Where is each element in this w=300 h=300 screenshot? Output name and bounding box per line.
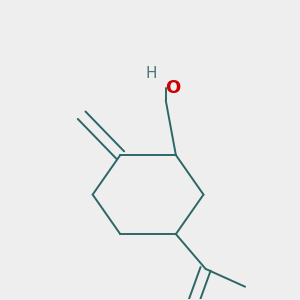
Text: H: H [145,66,157,81]
Text: O: O [166,79,181,97]
